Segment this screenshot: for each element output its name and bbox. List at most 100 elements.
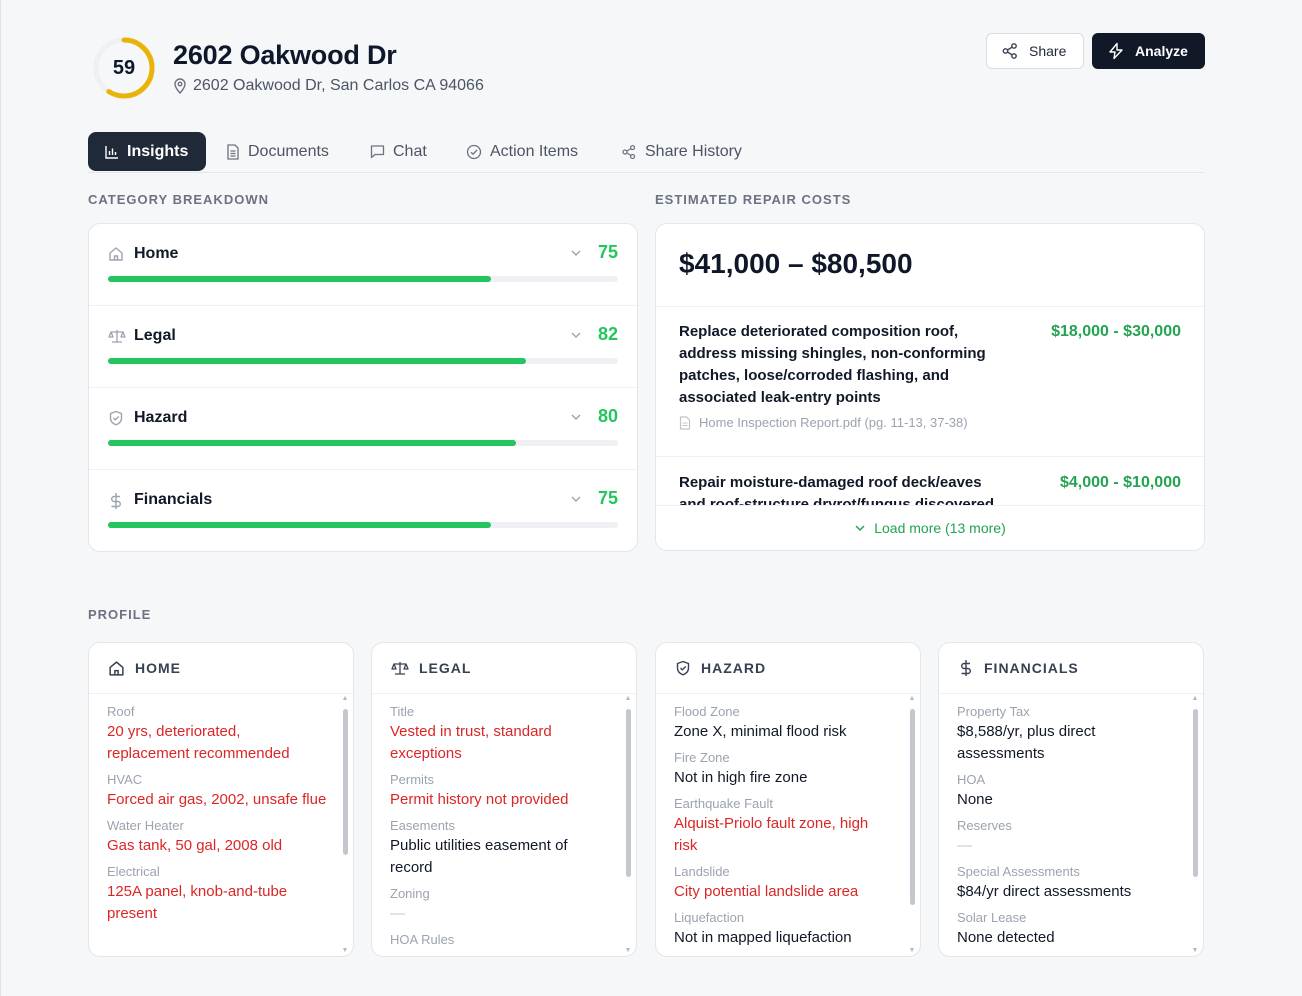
tab-label: Action Items <box>490 142 579 160</box>
category-progress-track <box>108 276 618 282</box>
field-value: 20 yrs, deteriorated, replacement recomm… <box>107 723 290 762</box>
category-row-legal[interactable]: Legal 82 <box>89 306 637 388</box>
category-label: Home <box>134 245 179 262</box>
field-value: Zone X, minimal flood risk <box>674 723 847 740</box>
field-label: HOA Rules <box>390 932 455 947</box>
profile-card-header: HOME <box>89 643 353 694</box>
load-more-button[interactable]: Load more (13 more) <box>656 505 1204 550</box>
tab-insights[interactable]: Insights <box>88 132 206 171</box>
profile-field: Permits Permit history not provided <box>390 771 610 811</box>
category-score: 82 <box>597 324 618 344</box>
tab-chat[interactable]: Chat <box>353 132 444 171</box>
profile-field: Flood Zone Zone X, minimal flood risk <box>674 703 894 743</box>
profile-field: Zoning — <box>390 885 610 925</box>
share-icon <box>622 144 636 159</box>
field-value: Forced air gas, 2002, unsafe flue <box>107 791 327 808</box>
profile-field-list: Roof 20 yrs, deteriorated, replacement re… <box>107 703 327 931</box>
profile-field: Reserves — <box>957 817 1177 857</box>
profile-card-title: LEGAL <box>419 660 472 676</box>
profile-field: Solar Lease None detected <box>957 909 1177 949</box>
profile-field: HOA None <box>957 771 1177 811</box>
repair-description: Repair moisture-damaged roof deck/eaves … <box>679 474 995 506</box>
overall-score-value: 59 <box>112 56 136 79</box>
field-label: Easements <box>390 818 456 833</box>
profile-card-header: FINANCIALS <box>939 643 1203 694</box>
profile-card-hazard: HAZARD Flood Zone Zone X, minimal flood r… <box>655 642 921 957</box>
chevron-down-icon[interactable] <box>570 495 582 503</box>
category-progress-track <box>108 440 618 446</box>
field-label: Roof <box>107 704 135 719</box>
chevron-down-icon[interactable] <box>570 331 582 339</box>
field-label: Liquefaction <box>674 910 745 925</box>
property-address-text: 2602 Oakwood Dr, San Carlos CA 94066 <box>193 77 484 94</box>
repair-source[interactable]: Home Inspection Report.pdf (pg. 11-13, 3… <box>679 415 968 430</box>
profile-field: Fire Zone Not in high fire zone <box>674 749 894 789</box>
field-value: Not in mapped liquefaction <box>674 929 852 946</box>
category-score: 75 <box>597 488 618 508</box>
chevron-down-icon[interactable] <box>570 413 582 421</box>
field-label: HVAC <box>107 772 143 787</box>
field-label: Fire Zone <box>674 750 730 765</box>
field-value: Permit history not provided <box>390 791 569 808</box>
tab-documents[interactable]: Documents <box>209 132 346 171</box>
analyze-button[interactable]: Analyze <box>1092 33 1205 69</box>
tab-action-items[interactable]: Action Items <box>449 132 595 171</box>
scrollbar[interactable]: ▲ ▼ <box>1191 695 1199 954</box>
scrollbar[interactable]: ▲ ▼ <box>341 695 349 954</box>
field-label: Solar Lease <box>957 910 1027 925</box>
category-score: 80 <box>597 406 618 426</box>
chat-icon <box>370 145 385 159</box>
repair-item: Repair moisture-damaged roof deck/eaves … <box>656 456 1204 506</box>
tab-share-history[interactable]: Share History <box>604 132 759 171</box>
field-label: Electrical <box>107 864 160 879</box>
profile-field: Title Vested in trust, standard exception… <box>390 703 610 765</box>
location-pin-icon <box>174 78 186 94</box>
scrollbar[interactable]: ▲ ▼ <box>624 695 632 954</box>
profile-field: Electrical 125A panel, knob-and-tube pres… <box>107 863 327 925</box>
category-row-hazard[interactable]: Hazard 80 <box>89 388 637 470</box>
field-label: Property Tax <box>957 704 1030 719</box>
repair-cost: $18,000 - $30,000 <box>1051 323 1181 340</box>
category-row-home[interactable]: Home 75 <box>89 224 637 306</box>
category-label: Legal <box>134 327 176 344</box>
category-score: 75 <box>597 242 618 262</box>
profile-field: Earthquake Fault Alquist-Priolo fault zon… <box>674 795 894 857</box>
field-label: Zoning <box>390 886 430 901</box>
property-address: 2602 Oakwood Dr, San Carlos CA 94066 <box>173 77 484 95</box>
profile-field: Water Heater Gas tank, 50 gal, 2008 old <box>107 817 327 857</box>
field-label: HOA <box>957 772 986 787</box>
field-label: Special Assessments <box>957 864 1080 879</box>
field-value: 125A panel, knob-and-tube present <box>107 883 288 922</box>
shield-icon <box>109 410 123 426</box>
field-value: Not in high fire zone <box>674 769 808 786</box>
load-more-label: Load more (13 more) <box>874 520 1006 536</box>
field-label: Landslide <box>674 864 730 879</box>
repair-description: Replace deteriorated composition roof, a… <box>679 323 986 406</box>
share-icon <box>1002 43 1017 59</box>
profile-field: Landslide City potential landslide area <box>674 863 894 903</box>
dollar-icon <box>111 493 121 509</box>
field-value: City potential landslide area <box>674 883 859 900</box>
category-row-financials[interactable]: Financials 75 <box>89 470 637 551</box>
bar-chart-icon <box>105 145 118 159</box>
field-value: Public utilities easement of record <box>390 837 568 876</box>
profile-field-list: Property Tax $8,588/yr, plus direct asses… <box>957 703 1177 955</box>
field-value: Gas tank, 50 gal, 2008 old <box>107 837 283 854</box>
shield-icon <box>676 660 690 676</box>
home-icon <box>109 247 123 261</box>
share-button[interactable]: Share <box>986 33 1084 69</box>
profile-card-title: HOME <box>135 660 181 676</box>
field-value: None detected <box>957 929 1055 946</box>
score-ring-graphic <box>93 37 155 99</box>
field-label: Title <box>390 704 415 719</box>
profile-card-financials: FINANCIALS Property Tax $8,588/yr, plus d… <box>938 642 1204 957</box>
field-value: None <box>957 791 993 808</box>
profile-card-header: HAZARD <box>656 643 920 694</box>
document-icon <box>227 143 239 160</box>
chevron-down-icon[interactable] <box>570 249 582 257</box>
home-icon <box>109 660 124 676</box>
scrollbar[interactable]: ▲ ▼ <box>908 695 916 954</box>
profile-card-legal: LEGAL Title Vested in trust, standard exc… <box>371 642 637 957</box>
category-breakdown-card: Home 75 Legal 82 Hazard 80 Financials 75 <box>88 223 638 552</box>
tab-label: Documents <box>248 142 329 160</box>
